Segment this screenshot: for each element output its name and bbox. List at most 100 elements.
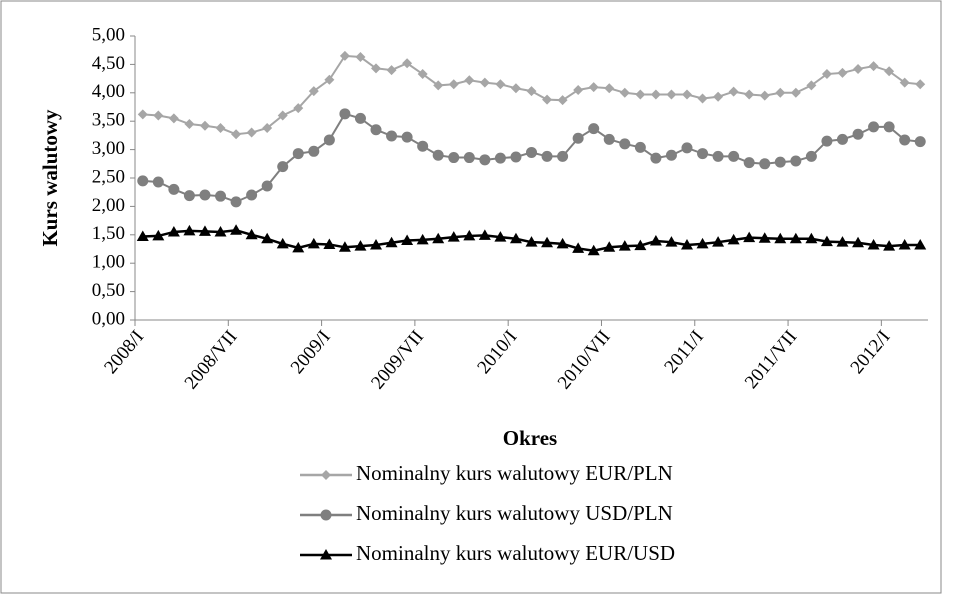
data-point [184,119,195,130]
data-point [681,89,692,100]
data-point [494,152,506,164]
data-point [805,232,818,244]
data-point [805,150,817,162]
data-point [230,196,242,208]
data-point [634,239,647,251]
legend-marker [321,470,331,480]
data-point [573,84,584,95]
data-point [371,63,382,74]
data-point [790,155,802,167]
data-point [167,225,180,237]
data-point [603,241,616,252]
data-point [479,154,491,166]
data-point [588,82,599,93]
data-point [478,229,491,240]
data-point [277,161,289,173]
data-point [541,236,554,248]
data-point [556,237,569,249]
data-point [728,86,739,97]
data-point [463,152,475,164]
data-point [261,180,273,192]
data-point [137,109,148,120]
data-point [292,241,305,253]
data-point [416,233,429,245]
data-point [152,176,164,188]
x-axis-title: Okres [503,426,557,450]
data-point [370,124,382,136]
y-axis-title: Kurs walutowy [38,109,62,247]
data-point [759,158,771,170]
data-point [526,86,537,97]
data-point [448,79,459,90]
data-point [183,224,196,236]
data-point [899,134,911,146]
data-point [183,190,195,202]
data-point [728,150,740,162]
data-point [789,232,802,244]
data-point [417,69,428,80]
y-tick-label: 1,00 [92,252,125,273]
data-point [448,152,460,164]
data-point [525,236,538,247]
data-point [463,229,476,241]
data-point [821,135,833,147]
data-point [308,86,319,97]
data-point [650,152,662,164]
data-point [308,145,320,157]
data-point [433,80,444,91]
data-point [619,87,630,98]
data-point [464,75,475,86]
data-point [758,232,771,243]
data-point [852,128,864,140]
y-tick-label: 4,00 [92,81,125,102]
y-tick-label: 3,00 [92,138,125,159]
data-point [153,110,164,121]
data-point [635,89,646,100]
data-point [634,141,646,153]
data-point [293,103,304,114]
data-point [479,77,490,88]
data-point [199,120,210,131]
data-point [821,69,832,80]
data-point [868,121,880,133]
data-point [697,148,709,160]
data-point [666,89,677,100]
data-point [526,146,537,158]
data-point [713,91,724,102]
data-point [820,235,833,247]
data-point [604,83,615,94]
legend-marker [320,509,332,521]
data-point [727,233,740,245]
data-point [510,151,522,163]
data-point [323,238,336,249]
data-point [743,231,756,243]
data-point [136,230,149,242]
data-point [806,80,817,91]
data-point [245,228,258,240]
data-point [867,239,880,250]
data-point [230,224,243,235]
data-point [759,90,770,101]
data-point [649,235,662,246]
data-point [168,113,179,124]
data-point [385,236,398,248]
data-point [417,140,429,152]
data-point [246,127,257,138]
data-point [603,133,615,145]
data-point [868,61,879,72]
data-point [354,112,366,124]
data-point [246,189,258,201]
data-point [355,52,366,63]
data-point [401,234,414,245]
data-point [541,150,553,162]
legend-label: Nominalny kurs walutowy EUR/USD [356,541,675,565]
data-point [401,131,413,143]
data-point [542,94,553,105]
data-point [572,242,585,253]
data-point [494,231,507,242]
data-point [495,79,506,90]
data-point [323,134,335,146]
y-tick-label: 2,50 [92,166,125,187]
